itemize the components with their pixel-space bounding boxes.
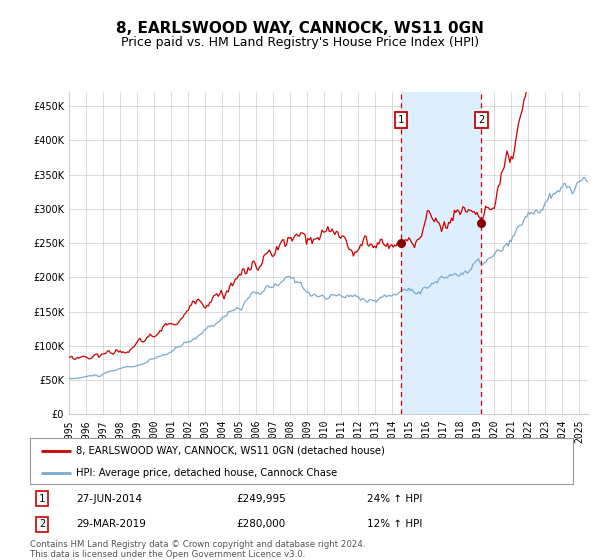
Text: £249,995: £249,995 (236, 493, 286, 503)
Bar (401, 92, 481, 414)
Text: Price paid vs. HM Land Registry's House Price Index (HPI): Price paid vs. HM Land Registry's House … (121, 36, 479, 49)
Text: 12% ↑ HPI: 12% ↑ HPI (367, 519, 422, 529)
Text: 1: 1 (398, 115, 404, 125)
Text: 8, EARLSWOOD WAY, CANNOCK, WS11 0GN: 8, EARLSWOOD WAY, CANNOCK, WS11 0GN (116, 21, 484, 36)
Text: 2: 2 (39, 519, 45, 529)
Text: 29-MAR-2019: 29-MAR-2019 (76, 519, 146, 529)
Text: 2: 2 (478, 115, 485, 125)
Text: 24% ↑ HPI: 24% ↑ HPI (367, 493, 422, 503)
Text: 27-JUN-2014: 27-JUN-2014 (76, 493, 142, 503)
Text: £280,000: £280,000 (236, 519, 286, 529)
Text: HPI: Average price, detached house, Cannock Chase: HPI: Average price, detached house, Cann… (76, 468, 337, 478)
Text: 8, EARLSWOOD WAY, CANNOCK, WS11 0GN (detached house): 8, EARLSWOOD WAY, CANNOCK, WS11 0GN (det… (76, 446, 385, 456)
Text: 1: 1 (39, 493, 45, 503)
Text: Contains HM Land Registry data © Crown copyright and database right 2024.
This d: Contains HM Land Registry data © Crown c… (30, 540, 365, 559)
